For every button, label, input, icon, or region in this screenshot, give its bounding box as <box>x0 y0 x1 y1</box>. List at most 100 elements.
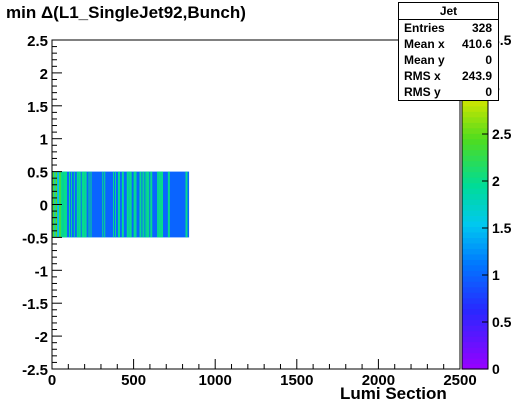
palette-cell <box>462 264 488 271</box>
heatmap-cell <box>68 171 70 238</box>
heatmap-cell <box>167 171 170 238</box>
palette-cell <box>462 242 488 249</box>
y-tick-label: 1 <box>40 132 48 149</box>
palette-cell <box>462 281 488 288</box>
heatmap-cell <box>88 171 90 238</box>
heatmap-cell <box>128 171 130 238</box>
y-tick-label: -2.5 <box>22 362 48 379</box>
palette-cell <box>462 100 488 107</box>
x-axis-label: Lumi Section <box>340 384 447 403</box>
stats-row-mean-y: Mean y 0 <box>399 52 498 68</box>
palette-cell <box>462 270 488 277</box>
heatmap-cell <box>78 171 81 238</box>
heatmap-cell <box>104 171 106 238</box>
z-tick-label: 1.5 <box>492 220 512 236</box>
palette-cell <box>462 352 488 359</box>
palette-cell <box>462 237 488 244</box>
stats-value: 410.6 <box>461 37 492 51</box>
heatmap-cell <box>82 171 85 238</box>
palette-cell <box>462 138 488 145</box>
palette-cell <box>462 209 488 217</box>
z-tick-label: 0.5 <box>492 314 512 330</box>
palette-cell <box>462 292 488 299</box>
heatmap-cell <box>142 171 144 238</box>
palette-cell <box>462 155 488 162</box>
stats-label: RMS y <box>404 85 441 99</box>
stats-value: 243.9 <box>461 69 492 83</box>
stats-label: Mean y <box>404 53 445 67</box>
heatmap-cell <box>147 171 149 238</box>
x-tick-label: 1000 <box>199 372 232 389</box>
heatmap-cell <box>150 171 153 238</box>
palette-cell <box>462 122 488 129</box>
z-tick-label: 0 <box>492 361 500 377</box>
palette-cell <box>462 215 488 222</box>
heatmap-bins <box>52 171 190 238</box>
y-tick-label: 1.5 <box>27 99 48 116</box>
palette-cell <box>462 111 488 118</box>
stats-value: 0 <box>485 53 492 67</box>
y-tick-label: -2 <box>35 329 48 346</box>
heatmap-cell <box>134 171 136 238</box>
x-axis: 0 500 1000 1500 2000 2500 <box>48 359 477 389</box>
heatmap-cell <box>70 171 72 238</box>
heatmap-cell <box>161 171 164 238</box>
heatmap-cell <box>126 171 129 238</box>
heatmap-cell <box>66 171 68 238</box>
heatmap-cell <box>90 171 92 238</box>
stats-label: RMS x <box>404 69 441 83</box>
x-tick-label: 1500 <box>280 372 313 389</box>
palette-cell <box>462 363 488 370</box>
heatmap-cell <box>148 171 150 238</box>
heatmap-cell <box>114 171 116 238</box>
palette-cell <box>462 116 488 123</box>
stats-value: 0 <box>485 85 492 99</box>
palette-cell <box>462 325 488 332</box>
heatmap-cell <box>145 171 147 238</box>
palette-cell <box>462 259 488 266</box>
palette-cell <box>462 231 488 238</box>
palette-cell <box>462 275 488 282</box>
z-tick-label: 2.5 <box>492 126 512 142</box>
heatmap-cell <box>157 171 159 238</box>
palette-cell <box>462 308 488 315</box>
heatmap-cell <box>62 171 64 238</box>
y-tick-label: -1 <box>35 263 48 280</box>
stats-row-rms-x: RMS x 243.9 <box>399 68 498 84</box>
palette-cell <box>462 171 488 178</box>
stats-label: Mean x <box>404 37 445 51</box>
palette-cell <box>462 144 488 151</box>
palette-cell <box>462 182 488 189</box>
z-tick-label: 1 <box>492 267 500 283</box>
palette-cell <box>462 314 488 321</box>
palette-cell <box>462 149 488 156</box>
palette-cell <box>462 336 488 343</box>
y-tick-label: -0.5 <box>22 230 48 247</box>
x-tick-label: 500 <box>121 372 146 389</box>
y-tick-label: 2.5 <box>27 33 48 50</box>
heatmap-cell <box>121 171 124 238</box>
palette-cell <box>462 160 488 167</box>
palette-cell <box>462 177 488 184</box>
heatmap-cell <box>143 171 145 238</box>
stats-row-mean-x: Mean x 410.6 <box>399 36 498 52</box>
heatmap-cell <box>139 171 141 238</box>
palette-cell <box>462 248 488 255</box>
palette-cell <box>462 193 488 200</box>
x-tick-label: 2500 <box>443 372 476 389</box>
heatmap-cell <box>84 171 87 238</box>
plot-frame-border <box>51 39 461 370</box>
heatmap-cell <box>159 171 161 238</box>
stats-value: 328 <box>471 21 492 35</box>
palette-cell <box>462 188 488 195</box>
heatmap-cell <box>160 171 162 238</box>
y-tick-label: 0.5 <box>27 165 48 182</box>
heatmap-cell <box>135 171 137 238</box>
heatmap-cell <box>140 171 142 238</box>
heatmap-cell <box>185 171 188 238</box>
palette-cell <box>462 220 488 228</box>
palette-cell <box>462 199 488 206</box>
y-tick-label: -1.5 <box>22 296 48 313</box>
palette-cell <box>462 319 488 326</box>
